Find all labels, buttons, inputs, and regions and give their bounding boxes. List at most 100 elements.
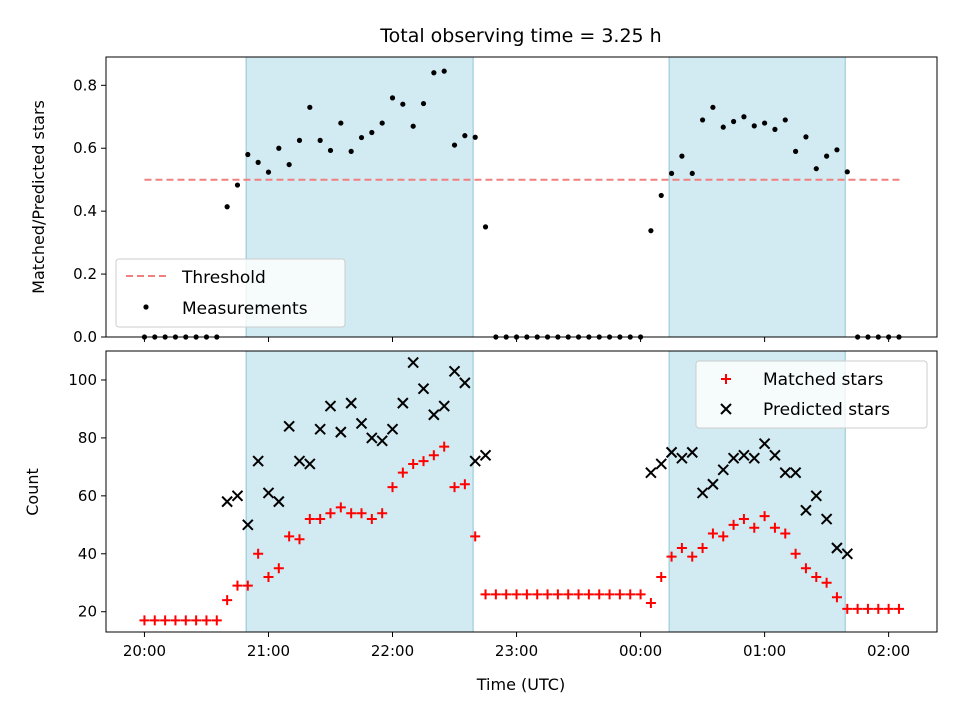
measurement-point	[441, 68, 447, 74]
predicted-star-point	[345, 397, 357, 409]
matched-star-point	[356, 508, 367, 519]
measurement-point	[296, 137, 303, 143]
measurement-point	[782, 117, 788, 123]
matched-star-point	[160, 615, 171, 626]
predicted-star-point	[448, 365, 461, 377]
measurement-point	[420, 100, 427, 107]
figure-title: Total observing time = 3.25 h	[379, 25, 661, 47]
predicted-star-point	[820, 513, 833, 525]
bottom-panel: 20 40 60 80 100 20:00 21:00 22:00 23:00 00:00 01:…	[23, 350, 938, 694]
observing-window	[669, 57, 846, 337]
matched-star-point	[532, 589, 543, 600]
predicted-star-point	[769, 449, 781, 461]
x-tick-label: 00:00	[619, 642, 662, 660]
y-tick-label: 0.8	[73, 76, 97, 94]
matched-star-point	[449, 482, 460, 493]
matched-star-point	[563, 589, 574, 600]
predicted-star-point	[314, 423, 326, 435]
matched-star-point	[697, 542, 708, 553]
y-tick-label: 0.4	[73, 202, 97, 220]
measurement-point	[400, 101, 406, 107]
predicted-star-point	[645, 466, 657, 479]
matched-star-point	[387, 482, 398, 493]
predicted-star-point	[242, 519, 254, 531]
measurements-legend-swatch	[143, 304, 149, 310]
predicted-star-point	[696, 487, 709, 499]
matched-star-point	[852, 603, 863, 614]
predicted-star-point	[386, 423, 399, 435]
top-axes-frame	[105, 56, 938, 338]
matched-star-point	[883, 603, 894, 614]
matched-star-point	[480, 589, 491, 600]
y-tick-label: 20	[78, 603, 97, 621]
matched-star-point	[211, 615, 222, 626]
matched-star-point	[583, 589, 594, 600]
measurement-point	[741, 114, 747, 120]
predicted-star-point	[810, 490, 822, 502]
predicted-star-point	[748, 452, 760, 464]
measurement-point	[369, 129, 375, 136]
top-legend-box	[115, 258, 346, 328]
predicted-star-point	[262, 487, 275, 499]
measurement-point	[813, 166, 819, 172]
predicted-star-point	[841, 548, 853, 560]
predicted-star-point	[231, 490, 244, 502]
matched-star-point	[687, 551, 698, 562]
predicted-star-point	[376, 435, 388, 447]
x-tick-label: 22:00	[371, 642, 414, 660]
matched-star-point	[749, 522, 760, 533]
predicted-star-point	[366, 432, 378, 444]
top-y-axis-label: Matched/Predicted stars	[29, 100, 48, 294]
matched-stars-series	[139, 441, 904, 626]
predicted-star-point	[459, 377, 471, 389]
matched-star-point	[346, 508, 357, 519]
x-tick-label: 23:00	[495, 642, 538, 660]
matched-star-point	[728, 519, 739, 530]
predicted-star-point	[717, 464, 729, 476]
measurement-point	[410, 123, 416, 129]
measurement-point	[720, 124, 726, 130]
measurement-point	[824, 153, 830, 159]
matched-star-point	[304, 514, 315, 525]
matched-star-point	[180, 615, 191, 626]
matched-star-point	[294, 534, 305, 545]
matched-star-point	[315, 514, 326, 525]
measurement-point	[358, 134, 365, 141]
predicted-star-point	[707, 478, 719, 490]
matched-star-point	[635, 589, 646, 600]
measurement-point	[668, 170, 675, 177]
predicted-star-point	[727, 452, 740, 464]
predicted-star-point	[355, 417, 368, 430]
measurement-point	[730, 118, 737, 125]
predicted-stars-series	[221, 356, 853, 560]
top-legend: Threshold Measurements	[115, 258, 346, 328]
x-tick-label: 02:00	[867, 642, 910, 660]
predicted-star-point	[335, 426, 347, 438]
top-y-axis: 0.0 0.2 0.4 0.6 0.8	[73, 76, 106, 346]
matched-star-point	[242, 580, 253, 591]
measurement-point	[307, 104, 313, 110]
matched-star-point	[831, 592, 842, 603]
measurement-point	[245, 151, 251, 158]
matched-star-point	[842, 603, 853, 614]
predicted-star-point	[417, 382, 430, 395]
matched-star-point	[139, 615, 150, 626]
matched-star-point	[738, 514, 749, 525]
predicted-star-point	[686, 446, 698, 459]
measurement-point	[710, 104, 716, 110]
predicted-star-point	[758, 437, 771, 450]
matched-star-point	[780, 528, 791, 539]
measurement-point	[751, 123, 757, 129]
matched-star-point	[191, 615, 202, 626]
matched-star-point	[769, 522, 780, 533]
matched-star-point	[893, 603, 904, 614]
matched-star-point	[821, 577, 832, 588]
bottom-legend-box	[695, 360, 928, 429]
matched-star-point	[511, 589, 522, 600]
measurement-point	[389, 95, 396, 101]
predicted-star-point	[252, 455, 264, 467]
threshold-legend-label: Threshold	[181, 268, 266, 288]
predicted-star-point	[304, 458, 316, 470]
y-tick-label: 0.0	[73, 328, 97, 346]
matched-star-point	[418, 456, 429, 467]
